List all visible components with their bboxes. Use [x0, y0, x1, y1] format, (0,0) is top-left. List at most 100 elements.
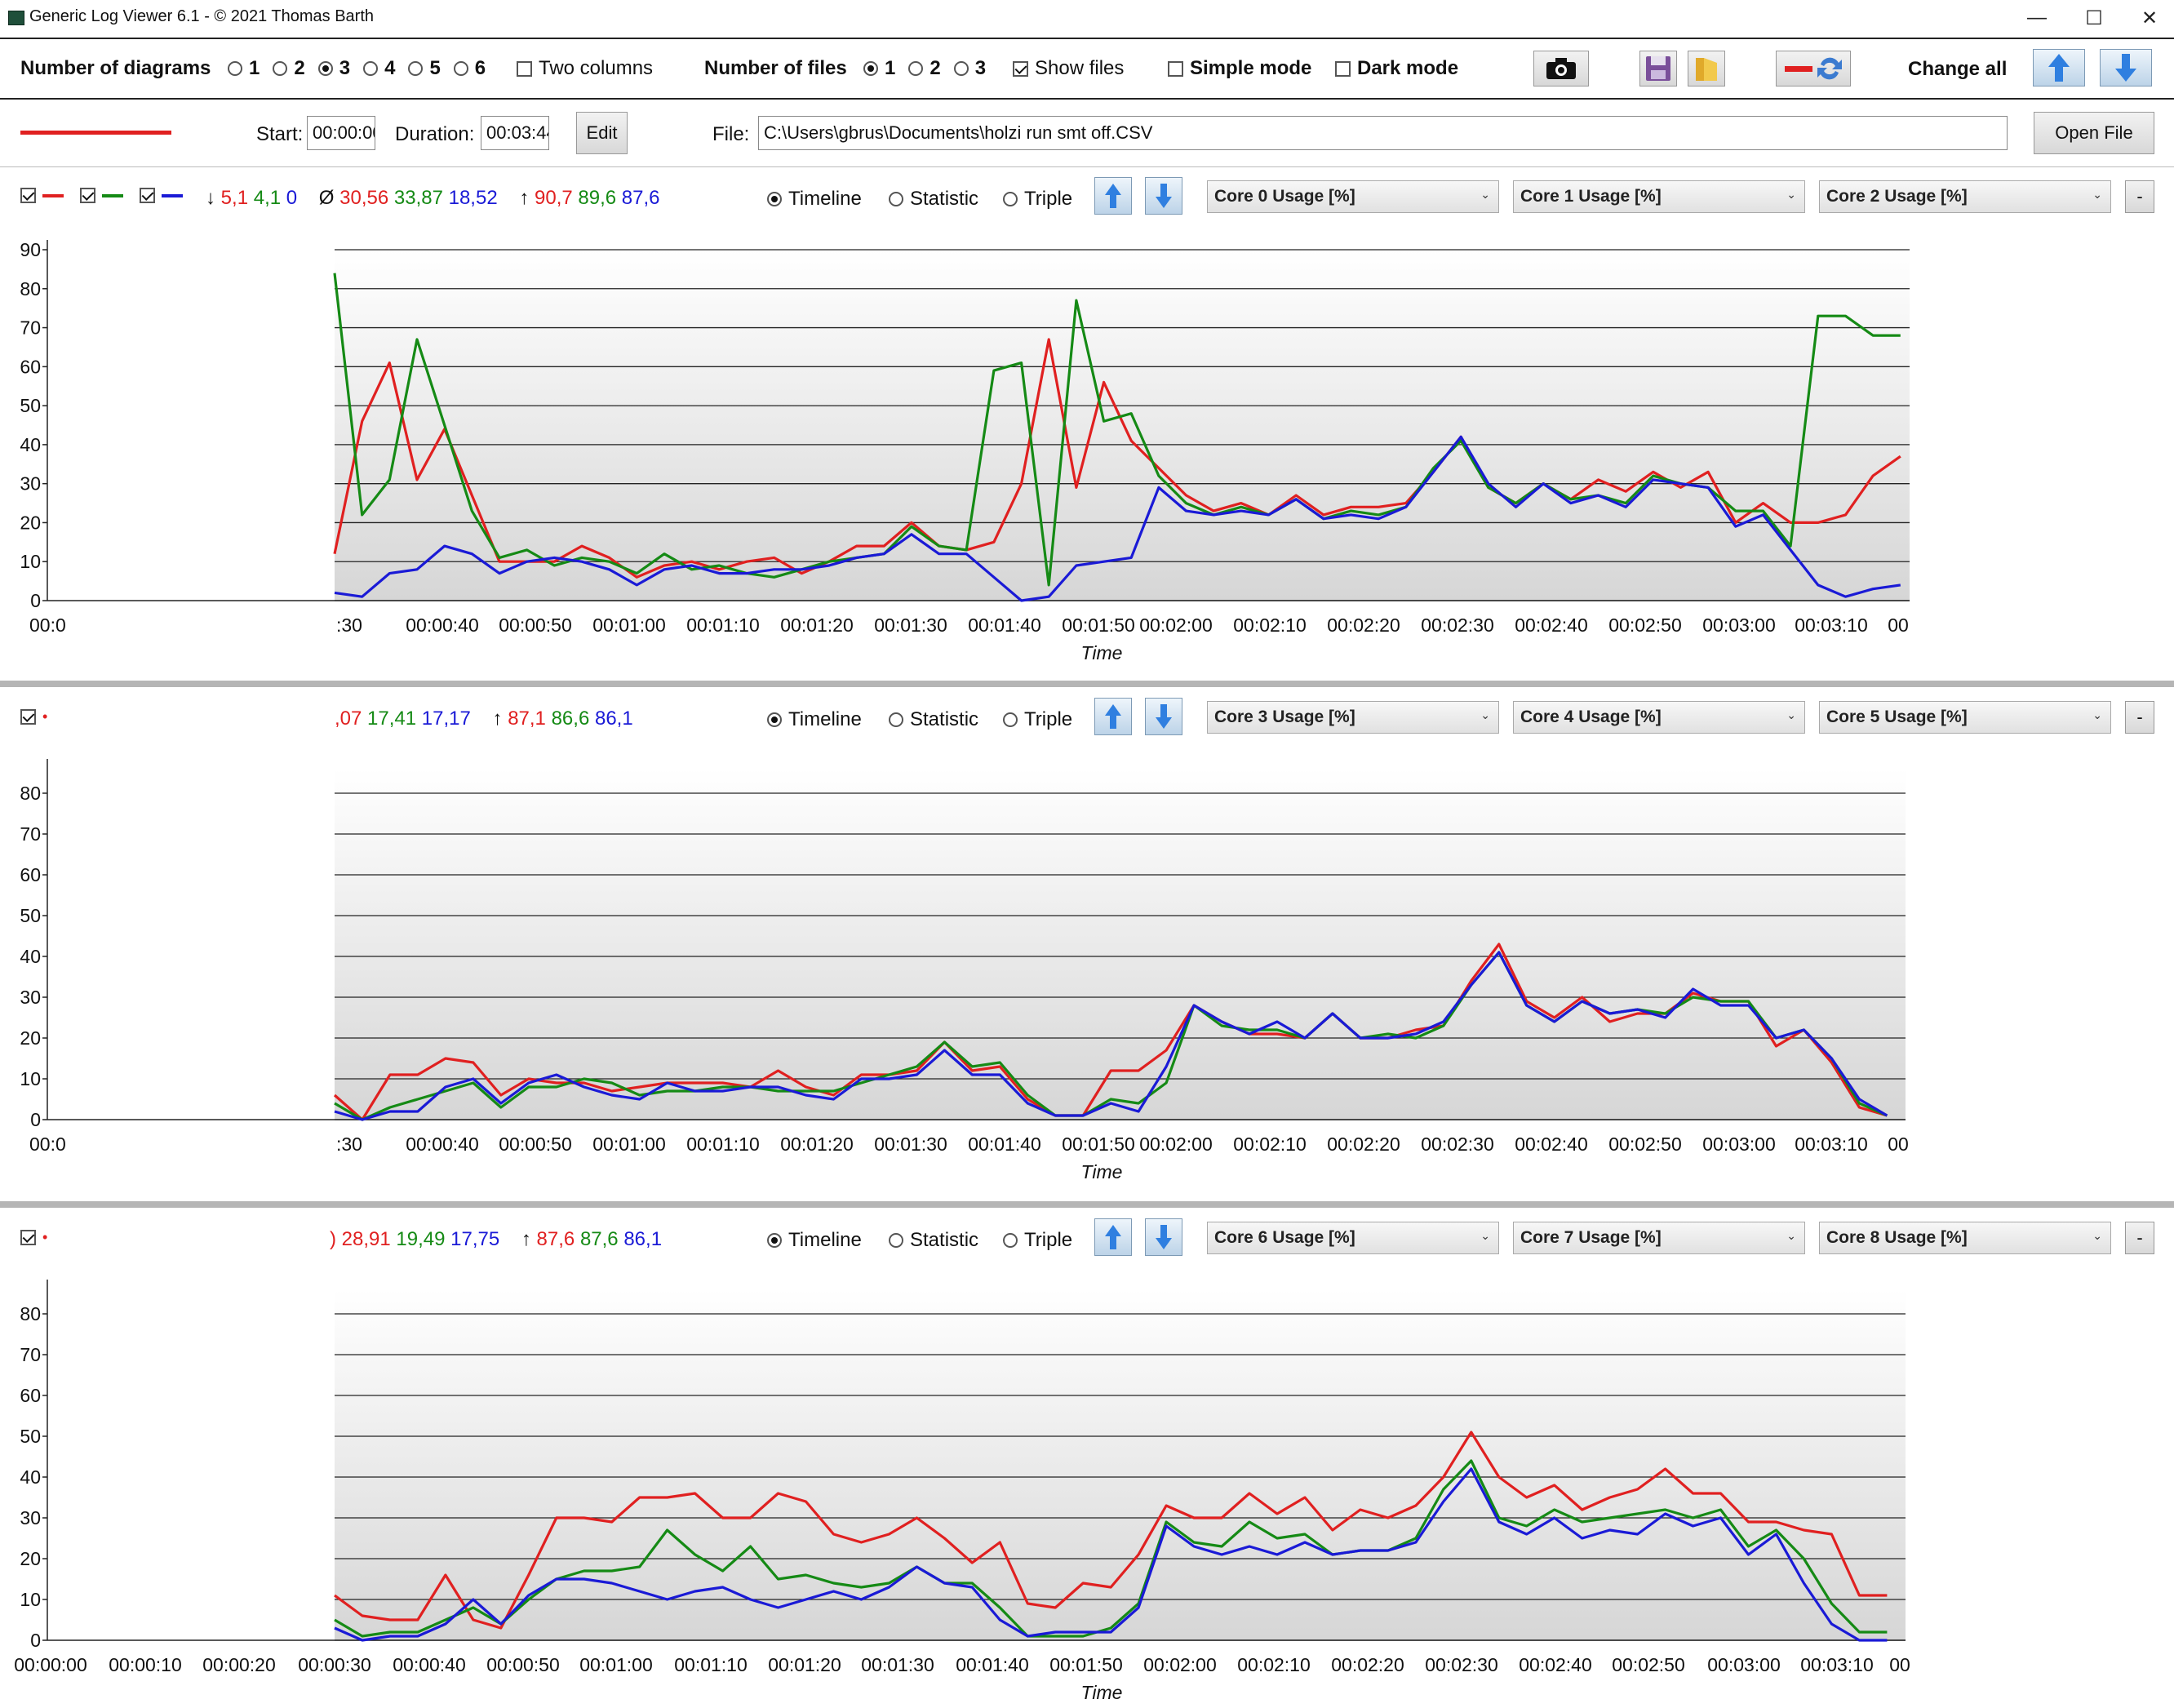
series-3-checkbox[interactable]: [140, 188, 155, 203]
move-all-up-button[interactable]: [2033, 49, 2085, 87]
swap-icon: [1785, 57, 1842, 80]
chart-panel-3[interactable]: 0 10 20 30 40 50 60 70 80 00:00:00 00:00:10 00:00:2…: [0, 1265, 2174, 1706]
diagram-radio-group: 1 2 3 4 5 6: [228, 57, 486, 80]
diagram-radio-4[interactable]: 4: [363, 57, 395, 80]
move-panel-up-button[interactable]: [1094, 177, 1132, 215]
x-tick-label: 00:02:20: [1327, 614, 1400, 636]
show-files-checkbox[interactable]: Show files: [1013, 57, 1124, 80]
series-1-checkbox[interactable]: [20, 709, 36, 725]
dark-mode-checkbox[interactable]: Dark mode: [1335, 57, 1458, 80]
x-tick-label: 00:00:50: [499, 614, 572, 636]
file-radio-1[interactable]: 1: [863, 57, 895, 80]
move-all-down-button[interactable]: [2100, 49, 2152, 87]
mode-radio-triple[interactable]: Triple: [1003, 708, 1072, 731]
open-folder-button[interactable]: [1688, 51, 1725, 87]
panel-separator[interactable]: [0, 681, 2174, 687]
series-1-select[interactable]: Core 3 Usage [%] ⌄: [1207, 701, 1499, 734]
arrow-down-icon: [1156, 184, 1172, 208]
series-2-checkbox[interactable]: [80, 188, 95, 203]
file-path-input[interactable]: C:\Users\gbrus\Documents\holzi run smt o…: [758, 116, 2008, 150]
remove-panel-button[interactable]: -: [2125, 701, 2154, 734]
y-tick-label: 80: [20, 278, 41, 299]
x-tick-label: 00:01:50: [1062, 1133, 1135, 1155]
diagram-radio-5[interactable]: 5: [408, 57, 441, 80]
series-1-select[interactable]: Core 6 Usage [%] ⌄: [1207, 1222, 1499, 1254]
swap-colors-button[interactable]: [1776, 51, 1851, 87]
mode-radio-timeline[interactable]: Timeline: [767, 188, 862, 211]
diagram-radio-1[interactable]: 1: [228, 57, 260, 80]
series-3-select[interactable]: Core 5 Usage [%] ⌄: [1819, 701, 2111, 734]
y-tick-label: 0: [30, 590, 41, 611]
x-tick-label: 00:02:00: [1139, 614, 1213, 636]
duration-input[interactable]: 00:03:44: [481, 116, 549, 150]
y-tick-label: 10: [20, 1068, 41, 1089]
edit-button[interactable]: Edit: [576, 112, 628, 154]
screenshot-button[interactable]: [1533, 51, 1589, 87]
x-axis-title: Time: [1081, 642, 1123, 663]
minimize-button[interactable]: —: [2027, 7, 2047, 29]
divider: [0, 166, 2174, 167]
select-value: Core 3 Usage [%]: [1214, 708, 1355, 726]
remove-panel-button[interactable]: -: [2125, 1222, 2154, 1254]
mode-radio-triple[interactable]: Triple: [1003, 188, 1072, 211]
move-panel-down-button[interactable]: [1145, 698, 1182, 735]
y-tick-label: 60: [20, 1385, 41, 1406]
mode-radio-triple[interactable]: Triple: [1003, 1229, 1072, 1252]
close-button[interactable]: ✕: [2141, 7, 2158, 29]
y-tick-label: 0: [30, 1109, 41, 1130]
mode-label: Triple: [1024, 1229, 1073, 1251]
x-tick-label: 00:01:00: [592, 614, 666, 636]
move-panel-up-button[interactable]: [1094, 698, 1132, 735]
x-tick-label: 00:01:10: [686, 1133, 760, 1155]
file-line-color[interactable]: [20, 131, 171, 135]
series-3-select[interactable]: Core 2 Usage [%] ⌄: [1819, 180, 2111, 213]
maximize-button[interactable]: ☐: [2085, 7, 2103, 29]
x-tick-label: 00:01:00: [579, 1654, 653, 1675]
y-tick-label: 50: [20, 395, 41, 416]
series-1-checkbox[interactable]: [20, 1230, 36, 1245]
file-radio-2[interactable]: 2: [908, 57, 941, 80]
series-2-select[interactable]: Core 4 Usage [%] ⌄: [1513, 701, 1805, 734]
chart-panel-2[interactable]: 0 10 20 30 40 50 60 70 80 00:0:30 00:00:40 00:00:50…: [0, 744, 2174, 1185]
panel-separator[interactable]: [0, 1201, 2174, 1208]
simple-mode-checkbox[interactable]: Simple mode: [1168, 57, 1311, 80]
series-1-checkbox[interactable]: [20, 188, 36, 203]
arrow-up-icon: [1105, 704, 1121, 729]
x-tick-label: 00:01:40: [968, 1133, 1041, 1155]
x-tick-label: 00:00:50: [486, 1654, 560, 1675]
mode-radio-statistic[interactable]: Statistic: [889, 188, 978, 211]
radio-dot: [1003, 712, 1018, 727]
y-tick-label: 30: [20, 987, 41, 1008]
x-tick-label: 00:02:20: [1327, 1133, 1400, 1155]
arrow-down-icon: [1156, 704, 1172, 729]
diagram-radio-6[interactable]: 6: [453, 57, 486, 80]
diagram-radio-3[interactable]: 3: [317, 57, 350, 80]
series-2-select[interactable]: Core 1 Usage [%] ⌄: [1513, 180, 1805, 213]
x-tick-label: 00:00:10: [109, 1654, 182, 1675]
series-2-select[interactable]: Core 7 Usage [%] ⌄: [1513, 1222, 1805, 1254]
series-1-select[interactable]: Core 0 Usage [%] ⌄: [1207, 180, 1499, 213]
select-value: Core 6 Usage [%]: [1214, 1228, 1355, 1247]
radio-dot: [767, 192, 782, 206]
remove-panel-button[interactable]: -: [2125, 180, 2154, 213]
open-file-button[interactable]: Open File: [2034, 112, 2154, 154]
diagram-radio-2[interactable]: 2: [273, 57, 305, 80]
mode-radio-statistic[interactable]: Statistic: [889, 708, 978, 731]
x-tick-label: 00:02:50: [1612, 1654, 1685, 1675]
mode-radio-timeline[interactable]: Timeline: [767, 708, 862, 731]
mode-radio-timeline[interactable]: Timeline: [767, 1229, 862, 1252]
two-columns-checkbox[interactable]: Two columns: [517, 57, 653, 80]
x-tick-label: 00:02:40: [1515, 1133, 1588, 1155]
move-panel-down-button[interactable]: [1145, 1218, 1182, 1256]
save-button[interactable]: [1639, 51, 1677, 87]
duration-label: Duration:: [395, 123, 475, 145]
divider: [0, 38, 2174, 39]
start-input[interactable]: 00:00:00: [307, 116, 375, 150]
series-3-select[interactable]: Core 8 Usage [%] ⌄: [1819, 1222, 2111, 1254]
chart-panel-1[interactable]: 0 10 20 30 40 50 60 70 80 90 00:0:30 00:00:40 00:00:…: [0, 225, 2174, 666]
mode-radio-statistic[interactable]: Statistic: [889, 1229, 978, 1252]
move-panel-down-button[interactable]: [1145, 177, 1182, 215]
file-radio-3[interactable]: 3: [953, 57, 986, 80]
x-tick-label: 00:02:30: [1421, 614, 1494, 636]
move-panel-up-button[interactable]: [1094, 1218, 1132, 1256]
